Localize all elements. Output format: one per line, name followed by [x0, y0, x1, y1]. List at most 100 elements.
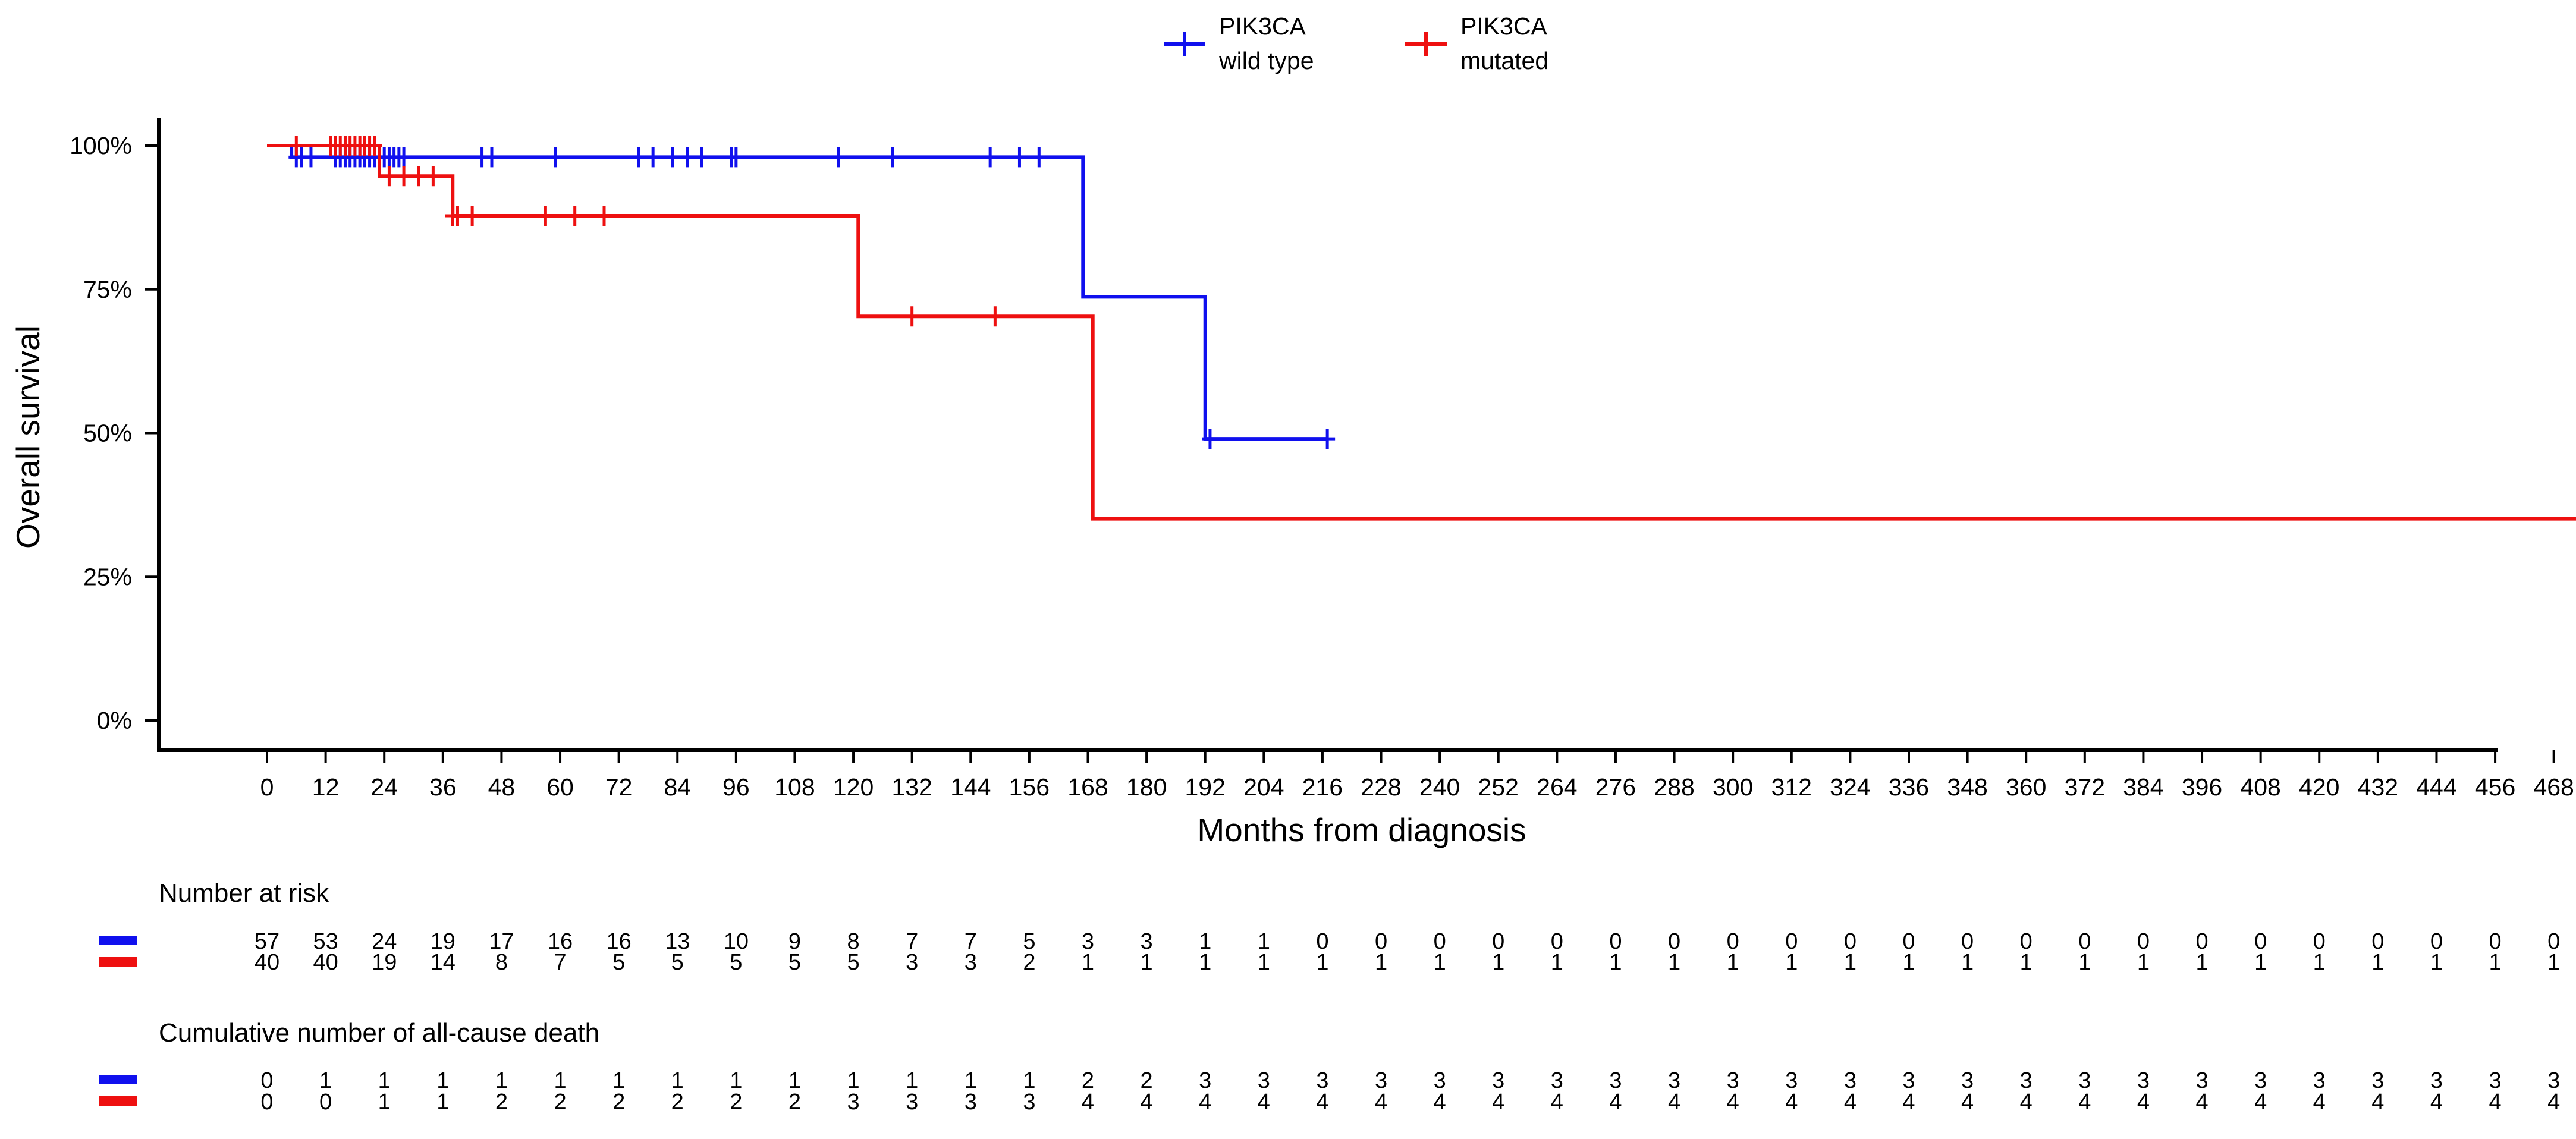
table-cell: 0 [2195, 929, 2208, 954]
table-cell: 2 [671, 1090, 684, 1115]
table-cell: 4 [1434, 1090, 1446, 1115]
table-cell: 3 [1023, 1090, 1035, 1115]
table-cell: 3 [2137, 1068, 2150, 1093]
x-tick-label: 336 [1889, 773, 1929, 801]
legend-label-line2: wild type [1218, 47, 1314, 74]
table-cell: 57 [255, 929, 279, 954]
table-cell: 1 [2430, 950, 2443, 975]
x-tick-label: 456 [2475, 773, 2515, 801]
legend: PIK3CA wild type PIK3CA mutated [1164, 12, 1548, 74]
x-tick-label: 324 [1830, 773, 1870, 801]
x-tick-label: 96 [722, 773, 750, 801]
x-tick-label: 288 [1654, 773, 1694, 801]
table-cell: 0 [2371, 929, 2384, 954]
table-cell: 7 [554, 950, 566, 975]
table-cell: 0 [2430, 929, 2443, 954]
table-cell: 10 [724, 929, 749, 954]
table-cell: 4 [1316, 1090, 1328, 1115]
table-cell: 1 [2020, 950, 2032, 975]
table-cell: 1 [436, 1090, 449, 1115]
table-cell: 4 [2020, 1090, 2032, 1115]
censor-mark [288, 136, 304, 156]
y-axis-title: Overall survival [10, 325, 46, 549]
table-cell: 17 [489, 929, 514, 954]
censor-mark [679, 147, 695, 168]
table-cell: 1 [1082, 950, 1094, 975]
x-tick-label: 468 [2533, 773, 2574, 801]
table-cell: 4 [1902, 1090, 1915, 1115]
table-cell: 0 [1551, 929, 1563, 954]
table-cell: 3 [2313, 1068, 2326, 1093]
table-cell: 5 [730, 950, 742, 975]
x-tick-label: 72 [605, 773, 633, 801]
table-cell: 4 [1141, 1090, 1153, 1115]
table-cell: 1 [378, 1068, 391, 1093]
table-cell: 1 [2195, 950, 2208, 975]
table-cell: 1 [2371, 950, 2384, 975]
table-cell: 16 [607, 929, 632, 954]
table-cell: 2 [730, 1090, 742, 1115]
x-tick-label: 180 [1126, 773, 1167, 801]
table-cell: 5 [847, 950, 860, 975]
x-tick-label: 120 [833, 773, 874, 801]
table-cell: 0 [260, 1068, 273, 1093]
table-row-swatch [99, 1075, 137, 1084]
table-cell: 3 [2020, 1068, 2032, 1093]
x-tick-label: 312 [1771, 773, 1812, 801]
table-cell: 1 [495, 1068, 508, 1093]
table-cell: 1 [1961, 950, 1974, 975]
legend-label-line1: PIK3CA [1219, 12, 1306, 40]
censor-mark [1320, 429, 1336, 449]
table-cell: 3 [906, 1090, 918, 1115]
table-cell: 1 [847, 1068, 860, 1093]
censor-mark [630, 147, 646, 168]
table-cell: 1 [730, 1068, 742, 1093]
table-cell: 1 [1785, 950, 1798, 975]
x-tick-label: 444 [2416, 773, 2456, 801]
table-cell: 1 [2547, 950, 2560, 975]
censor-mark [381, 166, 397, 187]
censor-mark [567, 205, 583, 226]
censor-mark [450, 205, 466, 226]
table-cell: 4 [1785, 1090, 1798, 1115]
table-cell: 4 [1609, 1090, 1622, 1115]
table-cell: 4 [1082, 1090, 1094, 1115]
table-cell: 0 [2078, 929, 2091, 954]
table-cell: 4 [2137, 1090, 2150, 1115]
table-cell: 1 [612, 1068, 625, 1093]
table-cell: 1 [1023, 1068, 1035, 1093]
table-cell: 4 [1844, 1090, 1856, 1115]
table-cell: 2 [495, 1090, 508, 1115]
survival-curve-wild-type [267, 144, 1328, 441]
table-cell: 3 [1609, 1068, 1622, 1093]
table-cell: 4 [1375, 1090, 1387, 1115]
table-cell: 4 [1668, 1090, 1680, 1115]
table-cell: 0 [2254, 929, 2267, 954]
censor-mark [396, 166, 412, 187]
censor-mark [728, 147, 744, 168]
table-cell: 3 [2489, 1068, 2502, 1093]
table-cell: 0 [260, 1090, 273, 1115]
x-tick-label: 132 [891, 773, 932, 801]
legend-label-line1: PIK3CA [1460, 12, 1547, 40]
censor-mark [483, 147, 500, 168]
table-cell: 2 [612, 1090, 625, 1115]
table-cell: 1 [1609, 950, 1622, 975]
table-cell: 7 [965, 929, 977, 954]
table-cell: 3 [2254, 1068, 2267, 1093]
table-cell: 1 [1902, 950, 1915, 975]
censor-mark [396, 147, 412, 168]
x-tick-label: 168 [1067, 773, 1108, 801]
table-cell: 3 [1199, 1068, 1211, 1093]
table-cell: 4 [2489, 1090, 2502, 1115]
table-cell: 3 [1961, 1068, 1974, 1093]
y-tick-label: 75% [83, 276, 132, 303]
table-cell: 4 [1961, 1090, 1974, 1115]
death-table-title: Cumulative number of all-cause death [159, 1018, 599, 1047]
table-cell: 3 [1258, 1068, 1270, 1093]
table-cell: 7 [906, 929, 918, 954]
table-cell: 1 [1258, 950, 1270, 975]
x-tick-label: 360 [2006, 773, 2046, 801]
